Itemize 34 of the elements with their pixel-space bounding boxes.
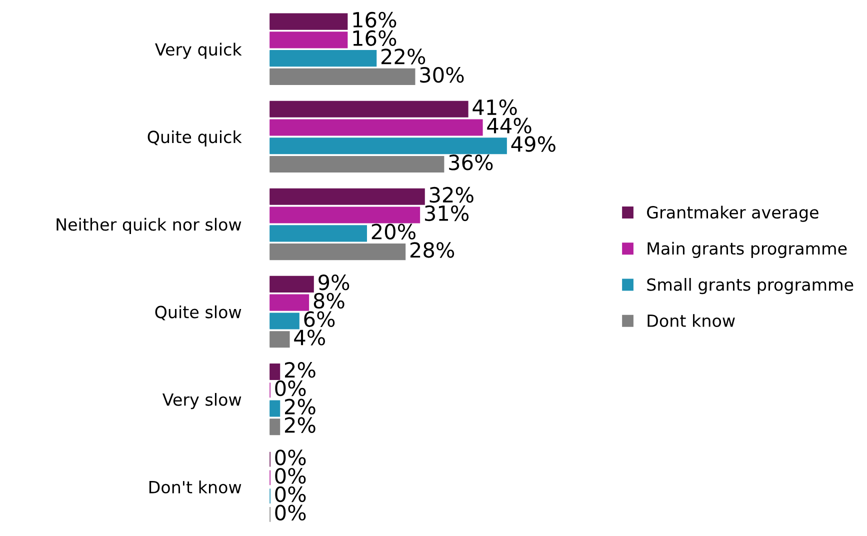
data-label: 6% <box>304 311 335 328</box>
data-label: 49% <box>511 136 556 152</box>
data-label: 16% <box>353 12 396 28</box>
data-label: 0% <box>275 504 306 520</box>
y-tick-label: Neither quick nor slow <box>56 218 242 234</box>
data-label: 22% <box>381 48 426 64</box>
data-label: 0% <box>275 380 306 396</box>
data-label: 2% <box>284 398 316 415</box>
data-label: 0% <box>275 486 306 502</box>
legend-label: Dont know <box>648 314 735 328</box>
data-label: 41% <box>472 99 517 116</box>
data-label: 0% <box>275 450 306 466</box>
data-label: 44% <box>487 118 532 134</box>
data-label: 4% <box>294 330 326 346</box>
data-label: 30% <box>420 66 464 83</box>
y-tick-label: Quite slow <box>155 305 242 320</box>
legend-label: Grantmaker average <box>647 206 818 222</box>
data-label: 8% <box>314 292 344 309</box>
data-label: 2% <box>284 362 316 378</box>
data-label: 31% <box>424 205 469 222</box>
data-label: 36% <box>449 154 493 170</box>
legend-label: Main grants programme <box>648 242 847 258</box>
y-tick-label: Quite quick <box>148 130 242 146</box>
data-label: 2% <box>284 417 316 433</box>
data-label: 0% <box>275 468 306 484</box>
data-label: 9% <box>318 274 350 290</box>
data-label: 28% <box>410 242 454 258</box>
data-label: 32% <box>430 186 474 203</box>
y-tick-label: Very quick <box>155 42 242 59</box>
y-tick-label: Very slow <box>162 392 242 410</box>
data-label: 16% <box>353 30 396 46</box>
data-label: 20% <box>372 224 416 240</box>
y-tick-label: Don't know <box>149 480 242 494</box>
legend-label: Small grants programme <box>647 278 854 294</box>
